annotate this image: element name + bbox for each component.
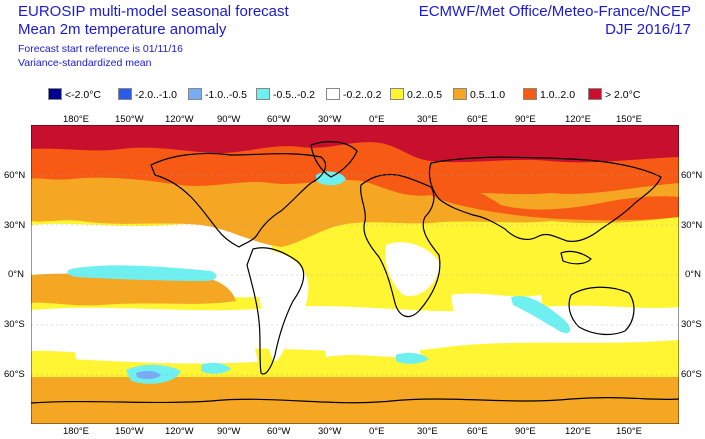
lon-label-bottom: 180°E (63, 426, 89, 437)
lon-label-bottom: 30°W (318, 426, 342, 437)
legend-swatch (588, 88, 602, 100)
legend-label: <-2.0°C (65, 89, 102, 101)
legend-item: -1.0..-0.5 (188, 88, 247, 102)
agencies-label: ECMWF/Met Office/Meteo-France/NCEP (418, 3, 691, 20)
lat-label: 30°S (4, 319, 25, 330)
legend-label: -2.0..-1.0 (135, 89, 178, 101)
lon-label: 120°W (165, 114, 194, 125)
lon-label: 60°W (267, 114, 291, 125)
lon-label: 30°E (417, 114, 438, 125)
anomaly-region (511, 295, 571, 334)
legend-item: <-2.0°C (48, 88, 101, 102)
legend-item: 1.0..2.0 (523, 88, 575, 102)
anomaly-map (31, 125, 679, 424)
lon-label-bottom: 120°W (165, 426, 194, 437)
legend-label: 0.2..0.5 (407, 89, 443, 101)
legend-swatch (188, 88, 202, 100)
lon-label: 150°W (115, 114, 144, 125)
lon-label: 0°E (369, 114, 385, 125)
anomaly-region (391, 165, 679, 221)
lon-label-bottom: 90°W (217, 426, 241, 437)
map-subtitle: Mean 2m temperature anomaly (18, 21, 227, 38)
method-note: Variance-standardized mean (18, 57, 152, 69)
coastline-north-america (150, 152, 326, 248)
lon-label-bottom: 30°E (417, 426, 438, 437)
lat-label-right: 30°N (681, 220, 703, 231)
legend-item: -0.5..-0.2 (256, 88, 315, 102)
anomaly-region (391, 131, 679, 160)
legend-label: > 2.0°C (605, 89, 641, 101)
legend-item: 0.5..1.0 (453, 88, 505, 102)
lon-label: 180°E (63, 114, 89, 125)
lon-label-bottom: 60°W (267, 426, 291, 437)
anomaly-region (385, 242, 441, 296)
legend-item: -2.0..-1.0 (118, 88, 177, 102)
legend-swatch (453, 88, 467, 100)
lon-label: 150°E (616, 114, 642, 125)
legend-label: -0.5..-0.2 (273, 89, 316, 101)
lon-label: 60°E (467, 114, 488, 125)
lat-label-right: 60°N (681, 170, 703, 181)
legend-swatch (256, 88, 270, 100)
coastline-asia (428, 156, 662, 242)
legend-swatch (523, 88, 537, 100)
lon-label: 30°W (318, 114, 342, 125)
lat-label: 30°N (4, 220, 26, 231)
anomaly-region (31, 183, 211, 218)
coastline-australia (568, 286, 635, 336)
anomaly-region (67, 265, 217, 281)
legend-swatch (118, 88, 132, 100)
coastline-greenland (310, 141, 358, 178)
lat-label-right: 0°N (685, 269, 701, 280)
coastline-indonesia (560, 250, 592, 265)
anomaly-region (316, 171, 346, 186)
map-title: EUROSIP multi-model seasonal forecast (18, 3, 289, 20)
legend-label: 0.5..1.0 (470, 89, 506, 101)
lon-label: 120°E (565, 114, 591, 125)
lat-label: 60°N (4, 170, 26, 181)
anomaly-region (31, 357, 679, 377)
coastline-south-america (246, 247, 305, 375)
legend-item: > 2.0°C (588, 88, 640, 102)
legend-item: 0.2..0.5 (390, 88, 442, 102)
anomaly-region (31, 273, 236, 306)
color-legend: <-2.0°C -2.0..-1.0 -1.0..-0.5 -0.5..-0.2… (48, 88, 688, 102)
season-label: DJF 2016/17 (605, 21, 691, 38)
lat-label: 60°S (4, 369, 25, 380)
legend-item: -0.2..0.2 (326, 88, 382, 102)
legend-label: 1.0..2.0 (540, 89, 576, 101)
anomaly-field (31, 125, 679, 424)
anomaly-region (136, 370, 161, 380)
lon-label-bottom: 90°E (515, 426, 536, 437)
lon-label: 90°W (217, 114, 241, 125)
anomaly-region (321, 308, 421, 357)
forecast-start-note: Forecast start reference is 01/11/16 (18, 43, 183, 55)
coastline-europe-africa (360, 173, 441, 318)
legend-swatch (48, 88, 62, 100)
legend-label: -0.2..0.2 (343, 89, 382, 101)
lon-label-bottom: 150°E (616, 426, 642, 437)
legend-label: -1.0..-0.5 (205, 89, 248, 101)
coastlines (31, 141, 679, 404)
lon-label-bottom: 60°E (467, 426, 488, 437)
legend-swatch (390, 88, 404, 100)
anomaly-region (396, 352, 429, 364)
anomaly-region (249, 251, 309, 365)
lon-label-bottom: 150°W (115, 426, 144, 437)
anomaly-region (201, 362, 231, 374)
coastline-antarctica (31, 396, 679, 404)
lon-label-bottom: 120°E (565, 426, 591, 437)
legend-swatch (326, 88, 340, 100)
lat-label: 0°N (8, 269, 24, 280)
anomaly-region (31, 365, 679, 424)
gridlines (31, 174, 679, 376)
lat-label-right: 60°S (681, 369, 702, 380)
lon-label-bottom: 0°E (369, 426, 385, 437)
lon-label: 90°E (515, 114, 536, 125)
lat-label-right: 30°S (681, 319, 702, 330)
